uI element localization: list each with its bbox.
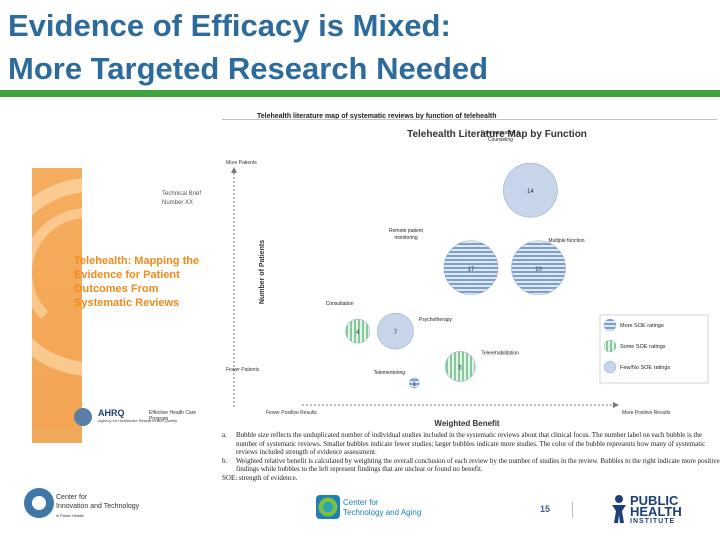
bubble-psychotherapy (377, 312, 414, 350)
legend-entry-label: Some SOE ratings (620, 344, 666, 350)
y-low-label: Fewer Patients (226, 367, 260, 373)
bubble-telerehabilitation (444, 351, 476, 382)
hhs-eagle-icon (74, 408, 92, 426)
ahrq-logo-sub: Agency for Healthcare Research and Quali… (98, 418, 178, 423)
bubble-count-label: 7 (394, 330, 398, 336)
bubble-count-label: 1 (413, 382, 417, 388)
legend-box (599, 314, 709, 384)
cit-logo-text: Center for Innovation and Technology in … (56, 493, 139, 520)
bubble-consultation (345, 318, 370, 344)
cit-line3: in Public Health (56, 513, 84, 518)
bubble-remote-patient-monitoring (443, 240, 499, 296)
cover-panel (82, 168, 227, 443)
cover-brief-line1: Technical Brief (162, 191, 202, 197)
x-high-label: More Positive Results (622, 410, 671, 416)
y-high-label: More Patients (226, 160, 257, 166)
footnote-b-text: Weighted relative benefit is calculated … (236, 456, 720, 474)
footnote-a: a. Bubble size reflects the unduplicated … (222, 431, 720, 457)
bubble-multiple-function (511, 240, 566, 296)
page-number-divider (572, 502, 573, 518)
y-axis-arrowhead (231, 167, 237, 173)
legend-swatch (603, 318, 617, 332)
bubble-count-label: 5 (459, 365, 463, 371)
legend-swatch (603, 339, 617, 353)
bubble-function-label: Psychotherapy (419, 317, 453, 323)
footnote-b: b. Weighted relative benefit is calculate… (222, 457, 720, 474)
cta-logo: Center for Technology and Aging (316, 495, 456, 525)
bubble-count-label: 14 (527, 189, 534, 195)
bubble-function-label: Multiple function (548, 238, 584, 244)
footnote-b-key: b. (222, 456, 228, 465)
legend-entry-label: More SOE ratings (620, 323, 664, 329)
phi-logo: PUBLIC HEALTH INSTITUTE (610, 494, 710, 528)
cta-line1: Center for (343, 498, 379, 507)
x-axis-label: Weighted Benefit (434, 419, 500, 428)
ahrq-logo: AHRQ Agency for Healthcare Research and … (98, 408, 177, 423)
y-axis-label: Number of Patients (259, 240, 266, 304)
footnote-soe: SOE: strength of evidence. (222, 473, 298, 482)
chart-caption: Telehealth literature map of systematic … (257, 113, 497, 120)
phi-line2: HEALTH (630, 504, 682, 519)
chart-footnotes: a. Bubble size reflects the unduplicated … (222, 431, 720, 482)
footnote-a-key: a. (222, 431, 227, 439)
cit-line1: Center for (56, 494, 88, 501)
bubble-function-label: Communication & Counseling (481, 130, 521, 143)
cover-logos: AHRQ Agency for Healthcare Research and … (74, 406, 224, 436)
cit-globe-icon (24, 488, 54, 518)
bubble-communication-counseling (503, 162, 558, 218)
title-divider (0, 90, 720, 97)
report-cover: Technical Brief Number XX Telehealth: Ma… (32, 168, 227, 443)
cit-logo: Center for Innovation and Technology in … (24, 488, 184, 522)
page-number: 15 (540, 504, 551, 514)
slide-title-line2: More Targeted Research Needed (8, 51, 489, 86)
bubble-function-label: Remote patient monitoring (389, 228, 424, 241)
cover-brief-label: Technical Brief Number XX (162, 190, 201, 208)
cover-title: Telehealth: Mapping the Evidence for Pat… (74, 255, 200, 309)
cit-line2: Innovation and Technology (56, 503, 140, 510)
phi-logo-text: PUBLIC HEALTH INSTITUTE (630, 493, 682, 526)
x-axis-arrowhead (613, 402, 619, 408)
phi-line3: INSTITUTE (630, 518, 676, 525)
phi-line1: PUBLIC (630, 493, 679, 508)
bubble-telementoring (409, 377, 420, 389)
cta-pinwheel-icon (316, 495, 340, 519)
legend-swatch (603, 360, 617, 374)
footnote-a-text: Bubble size reflects the unduplicated nu… (236, 431, 706, 456)
chart-title: Telehealth Literature Map by Function (407, 129, 587, 140)
chart-legend: More SOE ratings Some SOE ratings Few/No S… (599, 314, 709, 384)
chart-svg: Telehealth literature map of systematic … (222, 113, 717, 428)
bubble-function-label: Telementoring (374, 370, 406, 376)
legend-entry-label: Few/No SOE ratings (620, 365, 670, 371)
literature-map-chart: Telehealth literature map of systematic … (222, 107, 717, 493)
bubble-function-label: Telerehabilitation (481, 350, 519, 356)
bubble-function-label: Consultation (326, 301, 354, 307)
slide-title-line1: Evidence of Efficacy is Mixed: (8, 8, 451, 43)
ehc-logo: Effective Health Care Program (149, 410, 197, 422)
cta-line2: Technology and Aging (343, 508, 422, 517)
bubble-count-label: 17 (468, 267, 475, 273)
bubble-count-label: 10 (535, 267, 542, 273)
phi-figure-icon (612, 495, 626, 523)
x-low-label: Fewer Positive Results (266, 410, 317, 416)
cover-brief-line2: Number XX (162, 200, 194, 206)
bubble-count-label: 4 (356, 330, 360, 336)
caption-rule (222, 119, 717, 120)
cta-logo-text: Center for Technology and Aging (343, 498, 421, 518)
ahrq-logo-text: AHRQ (98, 408, 125, 418)
slide-title: Evidence of Efficacy is Mixed: More Targ… (8, 4, 708, 90)
